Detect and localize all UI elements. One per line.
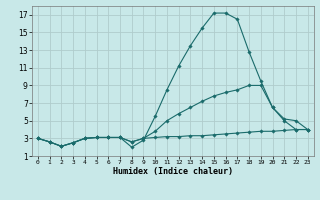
X-axis label: Humidex (Indice chaleur): Humidex (Indice chaleur) xyxy=(113,167,233,176)
